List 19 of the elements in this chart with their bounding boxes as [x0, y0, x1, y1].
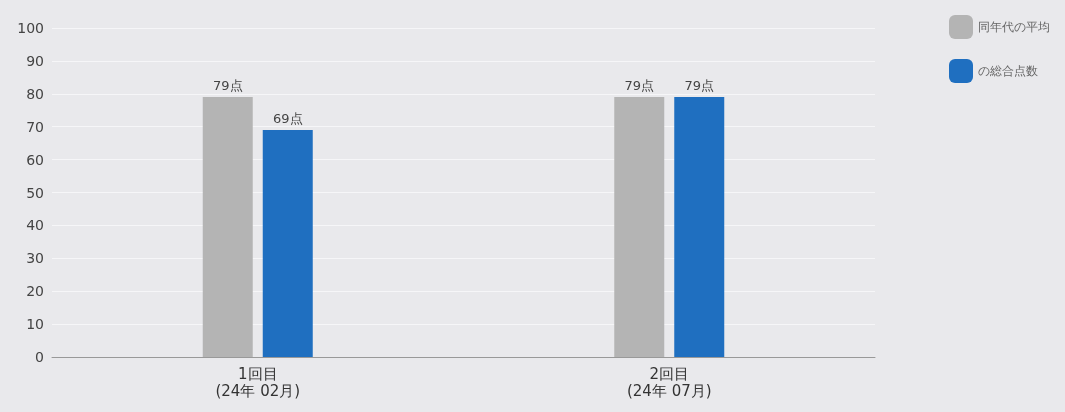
y-tick-label: 30	[26, 250, 44, 267]
legend-label: 同年代の平均	[978, 20, 1050, 34]
y-tick-label: 60	[26, 151, 44, 168]
y-tick-label: 90	[26, 52, 44, 69]
data-label: 79点	[624, 78, 655, 94]
data-label: 69点	[272, 110, 303, 126]
y-tick-label: 70	[26, 118, 44, 135]
data-label: 79点	[212, 78, 243, 94]
legend-label: の総合点数	[978, 64, 1038, 78]
y-tick-label: 10	[26, 316, 44, 333]
y-tick-label: 0	[35, 349, 44, 365]
y-tick-label: 50	[26, 184, 44, 201]
y-tick-label: 100	[17, 20, 44, 36]
y-tick-label: 20	[26, 283, 44, 300]
data-label: 79点	[684, 78, 715, 94]
x-tick-label: 2回目 (24年 07月)	[626, 364, 712, 400]
x-tick-label: 1回目 (24年 02月)	[215, 364, 301, 400]
y-tick-label: 40	[26, 217, 44, 234]
y-tick-label: 80	[26, 85, 44, 102]
